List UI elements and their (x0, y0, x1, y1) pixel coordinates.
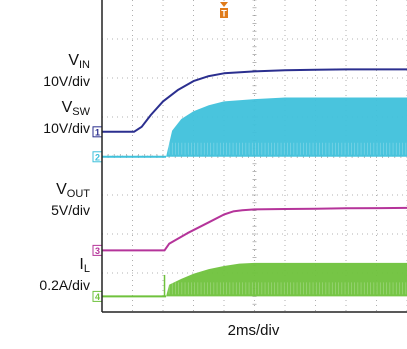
trigger-label: T (221, 9, 227, 19)
label-vout: VOUT 5V/div (51, 181, 90, 218)
trace-ch2-envelope (166, 97, 407, 157)
label-vin-scale: 10V/div (43, 73, 90, 89)
channel-marker-label-1: 1 (95, 127, 100, 137)
trigger-marker: T (220, 2, 228, 19)
channel-marker-4: 4 (92, 290, 103, 302)
trace-ch4-texture (168, 282, 407, 295)
channel-marker-1: 1 (92, 126, 103, 137)
label-il-scale: 0.2A/div (39, 277, 90, 293)
channel-marker-3: 3 (92, 244, 103, 256)
trace-ch4-envelope (166, 262, 407, 297)
channel-marker-label-2: 2 (95, 152, 100, 162)
label-vout-name: VOUT (56, 181, 90, 200)
channel-marker-2: 2 (92, 151, 103, 163)
traces (102, 68, 407, 298)
trigger-arrow (220, 2, 228, 7)
label-vsw: VSW 10V/div (43, 99, 90, 136)
label-vsw-scale: 10V/div (43, 120, 90, 136)
label-vsw-name: VSW (61, 99, 90, 118)
label-il: IL 0.2A/div (39, 256, 90, 293)
trigger-box (220, 8, 228, 18)
trace-ch1 (102, 68, 407, 133)
label-vin: VIN 10V/div (43, 52, 90, 89)
channel-marker-label-3: 3 (95, 246, 100, 256)
trace-ch2-texture (168, 142, 407, 155)
label-vin-name: VIN (68, 52, 90, 71)
label-vout-scale: 5V/div (51, 202, 90, 218)
channel-marker-label-4: 4 (95, 292, 100, 302)
channel-markers: 1 2 3 4 T (92, 2, 228, 302)
x-axis-label: 2ms/div (227, 322, 280, 339)
trace-ch3 (102, 206, 407, 252)
label-il-name: IL (79, 256, 90, 275)
